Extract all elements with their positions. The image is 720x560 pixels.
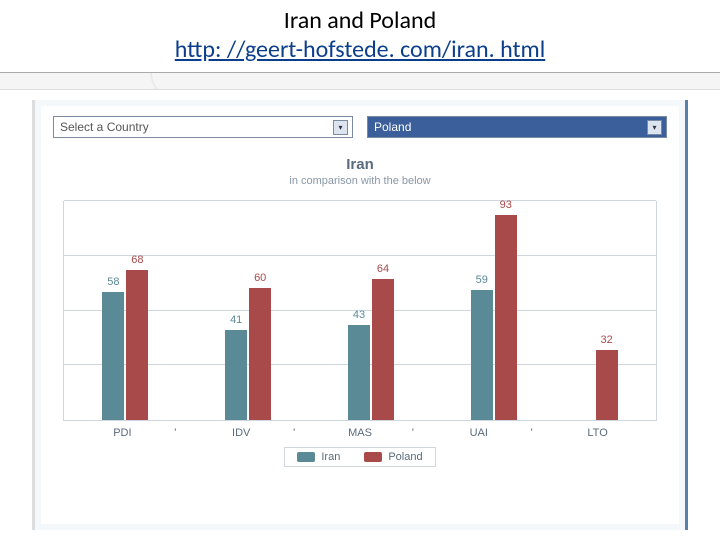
bar-value-label: 68 (131, 254, 143, 266)
bar-poland: 93 (495, 215, 517, 420)
chart-legend: Iran Poland (284, 447, 435, 467)
country-select-left[interactable]: Select a Country ▾ (53, 116, 353, 138)
bar-value-label: 41 (230, 314, 242, 326)
bar-poland: 64 (372, 279, 394, 420)
bar-group-idv: 4160 (225, 288, 271, 420)
content-area: Select a Country ▾ Poland ▾ Iran in comp… (0, 90, 720, 560)
bar-value-label: 32 (600, 334, 612, 346)
bar-iran: 43 (348, 325, 370, 420)
legend-swatch-poland (364, 452, 382, 462)
x-axis: PDI' IDV' MAS' UAI' LTO (63, 427, 657, 439)
bar-group-pdi: 5868 (102, 270, 148, 420)
chart-title-sub: in comparison with the below (53, 175, 667, 187)
x-separator: ' (174, 427, 176, 439)
bar-poland: 68 (126, 270, 148, 420)
select-label: Select a Country (60, 120, 149, 134)
chart-title-main: Iran (53, 156, 667, 173)
bar-iran: 58 (102, 292, 124, 420)
x-tick-uai: UAI' (449, 427, 509, 439)
bars-container: 586841604364599332 (64, 201, 656, 420)
bar-poland: 60 (249, 288, 271, 420)
select-label: Poland (374, 120, 411, 134)
x-tick-lto: LTO (568, 427, 628, 439)
bar-group-mas: 4364 (348, 279, 394, 420)
chart-plot: 586841604364599332 (63, 201, 657, 421)
country-selectors: Select a Country ▾ Poland ▾ (53, 116, 667, 138)
bar-value-label: 43 (353, 309, 365, 321)
bar-iran: 41 (225, 330, 247, 420)
bar-value-label: 59 (476, 274, 488, 286)
legend-item-iran: Iran (297, 451, 340, 463)
x-tick-idv: IDV' (211, 427, 271, 439)
country-select-right[interactable]: Poland ▾ (367, 116, 667, 138)
x-tick-mas: MAS' (330, 427, 390, 439)
x-separator: ' (531, 427, 533, 439)
chevron-down-icon: ▾ (333, 120, 348, 135)
chart-title: Iran in comparison with the below (53, 156, 667, 187)
bar-value-label: 64 (377, 263, 389, 275)
legend-item-poland: Poland (364, 451, 422, 463)
bar-group-uai: 5993 (471, 215, 517, 420)
x-tick-pdi: PDI' (92, 427, 152, 439)
legend-label: Iran (321, 451, 340, 463)
chevron-down-icon: ▾ (647, 120, 662, 135)
divider (0, 72, 720, 90)
slide-link[interactable]: http: //geert-hofstede. com/iran. html (0, 35, 720, 72)
bar-value-label: 60 (254, 272, 266, 284)
bar-group-lto: 32 (594, 350, 618, 420)
legend-label: Poland (388, 451, 422, 463)
x-separator: ' (412, 427, 414, 439)
bar-iran: 59 (471, 290, 493, 420)
x-separator: ' (293, 427, 295, 439)
bar-value-label: 58 (107, 276, 119, 288)
bar-poland: 32 (596, 350, 618, 420)
legend-swatch-iran (297, 452, 315, 462)
slide-title: Iran and Poland (0, 0, 720, 35)
bar-value-label: 93 (500, 199, 512, 211)
